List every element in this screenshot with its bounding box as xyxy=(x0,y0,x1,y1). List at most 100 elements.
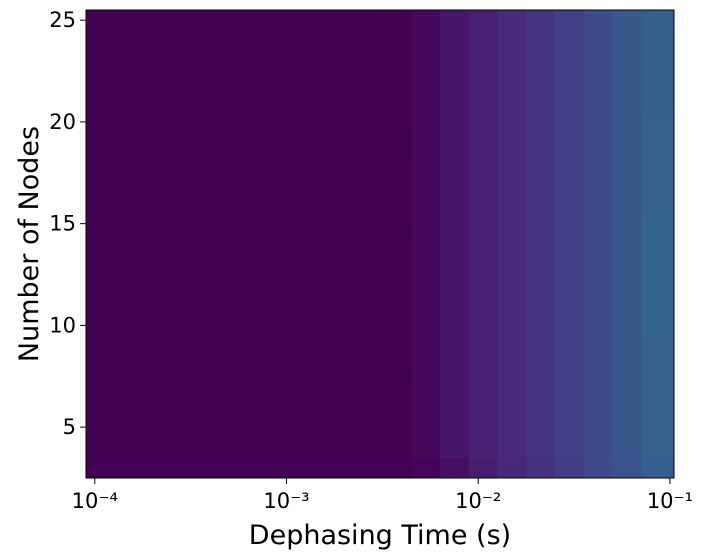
cell xyxy=(353,193,383,214)
cell xyxy=(468,111,498,133)
cell xyxy=(468,30,498,52)
cell xyxy=(295,233,326,255)
cell xyxy=(439,396,470,418)
cell xyxy=(641,233,675,255)
cell xyxy=(123,233,153,255)
cell xyxy=(86,335,124,357)
cell xyxy=(353,254,383,276)
cell xyxy=(612,111,642,133)
cell xyxy=(353,274,383,296)
cell xyxy=(497,213,527,235)
cell xyxy=(468,376,498,398)
cell xyxy=(181,335,211,357)
cell xyxy=(209,91,240,113)
cell xyxy=(526,91,556,113)
cell xyxy=(238,172,268,194)
cell xyxy=(612,437,642,459)
cell xyxy=(181,457,211,479)
cell xyxy=(583,437,613,459)
cell xyxy=(123,10,153,31)
cell xyxy=(324,71,355,92)
cell xyxy=(411,396,441,418)
cell xyxy=(411,172,441,194)
cell xyxy=(612,457,642,479)
cell xyxy=(353,233,383,255)
cell xyxy=(382,416,412,438)
cell xyxy=(295,30,326,52)
cell xyxy=(238,91,268,113)
cell xyxy=(123,254,153,276)
cell xyxy=(181,233,211,255)
cell xyxy=(152,254,182,276)
cell xyxy=(324,294,355,316)
cell xyxy=(295,396,326,418)
cell xyxy=(439,111,470,133)
cell xyxy=(439,213,470,235)
cell xyxy=(497,152,527,174)
cell xyxy=(382,254,412,276)
cell xyxy=(295,416,326,438)
cell xyxy=(324,50,355,72)
cell xyxy=(497,335,527,357)
cell xyxy=(123,457,153,479)
cell xyxy=(641,30,675,52)
cell xyxy=(86,416,124,438)
cell xyxy=(497,376,527,398)
cell xyxy=(181,416,211,438)
cell xyxy=(497,111,527,133)
cell xyxy=(439,71,470,92)
cell xyxy=(152,30,182,52)
cell xyxy=(382,457,412,479)
cell xyxy=(123,315,153,337)
cell xyxy=(152,111,182,133)
cell xyxy=(439,193,470,214)
cell xyxy=(583,152,613,174)
cell xyxy=(382,335,412,357)
cell xyxy=(526,274,556,296)
cell xyxy=(181,355,211,377)
cell xyxy=(295,294,326,316)
cell xyxy=(382,91,412,113)
cell xyxy=(324,274,355,296)
cell xyxy=(86,152,124,174)
cell xyxy=(411,233,441,255)
cell xyxy=(181,91,211,113)
cell xyxy=(554,10,585,31)
cell xyxy=(353,172,383,194)
cell xyxy=(181,50,211,72)
cell xyxy=(181,71,211,92)
cell xyxy=(439,172,470,194)
cell xyxy=(554,172,585,194)
x-tick-label: 10⁻¹ xyxy=(647,489,693,513)
cell xyxy=(526,254,556,276)
cell xyxy=(382,71,412,92)
cell xyxy=(439,335,470,357)
cell xyxy=(324,437,355,459)
cell xyxy=(526,437,556,459)
cell xyxy=(583,172,613,194)
cell xyxy=(411,10,441,31)
cell xyxy=(123,376,153,398)
cell xyxy=(238,294,268,316)
cell xyxy=(554,71,585,92)
x-tick-label: 10⁻³ xyxy=(263,489,309,513)
cell xyxy=(497,254,527,276)
cell xyxy=(554,315,585,337)
cell xyxy=(295,132,326,153)
cell xyxy=(497,132,527,153)
cell xyxy=(526,10,556,31)
cell xyxy=(641,355,675,377)
cell xyxy=(554,111,585,133)
cell xyxy=(353,355,383,377)
cell xyxy=(86,132,124,153)
cell xyxy=(267,457,297,479)
cell xyxy=(411,152,441,174)
cell xyxy=(209,71,240,92)
cell xyxy=(209,10,240,31)
cell xyxy=(123,193,153,214)
cell xyxy=(181,213,211,235)
cell xyxy=(324,30,355,52)
cell xyxy=(238,111,268,133)
cell xyxy=(152,396,182,418)
cell xyxy=(641,335,675,357)
